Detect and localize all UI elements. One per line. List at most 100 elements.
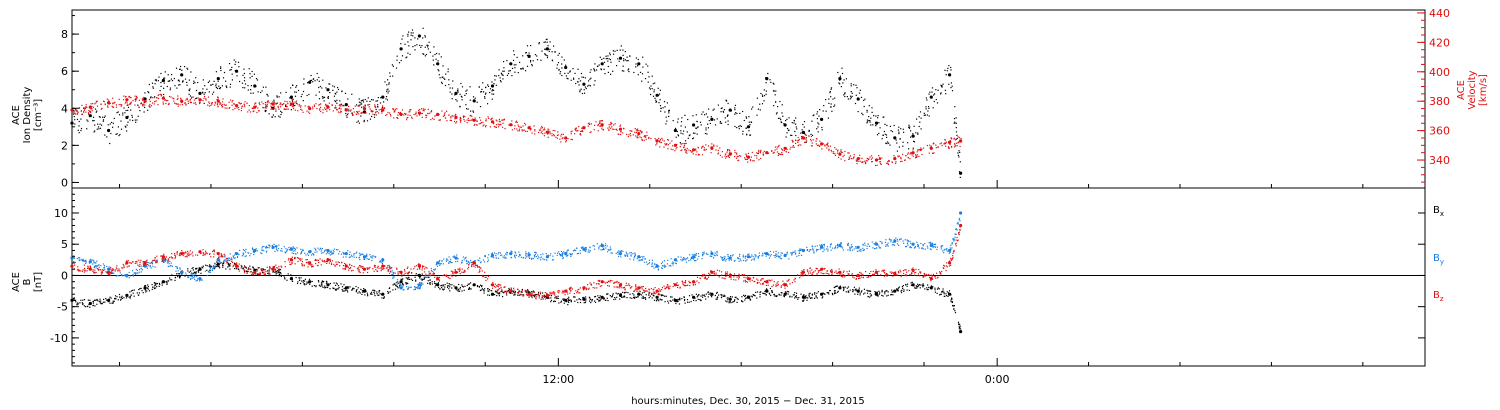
field-by-dot	[261, 253, 263, 255]
velocity-dot	[514, 128, 516, 130]
field-bx-dot	[625, 291, 627, 293]
velocity-dot	[601, 126, 603, 128]
density-dot	[850, 91, 852, 93]
velocity-dot	[866, 157, 868, 159]
density-dot	[388, 83, 390, 85]
density-dot	[660, 110, 662, 112]
field-by-dot	[248, 252, 250, 254]
density-dot	[335, 93, 337, 95]
velocity-dot	[581, 129, 583, 132]
density-dot	[795, 134, 797, 137]
density-dot	[310, 74, 312, 77]
field-bx-dot	[498, 293, 500, 295]
field-bx-dot	[595, 301, 597, 303]
density-dot	[155, 79, 157, 81]
field-bx-dot	[619, 294, 622, 296]
field-bx-dot	[508, 287, 510, 290]
field-by-dot	[638, 260, 640, 262]
velocity-dot	[437, 114, 439, 116]
field-by-dot	[164, 260, 166, 263]
density-dot	[526, 45, 529, 47]
density-dot	[193, 80, 195, 82]
density-dot	[713, 119, 716, 121]
field-bx-dot	[444, 284, 446, 286]
velocity-dot	[81, 104, 83, 106]
field-bx-dot	[814, 293, 816, 295]
field-bx-dot	[161, 282, 163, 284]
velocity-dot	[844, 150, 846, 153]
velocity-dot	[557, 134, 559, 136]
field-by-dot	[448, 261, 450, 263]
density-dot	[780, 119, 782, 121]
field-bx-dot	[187, 270, 189, 272]
density-dot	[244, 87, 246, 89]
density-dot	[847, 98, 849, 100]
field-by-dot	[176, 266, 178, 268]
field-by-dot	[443, 258, 445, 260]
field-by-dot	[515, 254, 517, 256]
field-by-dot	[321, 248, 323, 250]
field-bx-dot	[754, 295, 756, 297]
field-by-dot	[215, 265, 217, 267]
field-bx-dot	[673, 298, 675, 300]
density-dot	[851, 92, 853, 94]
field-bx-dot	[275, 271, 277, 273]
field-by-dot	[185, 272, 187, 274]
field-by-dot	[468, 262, 471, 264]
field-by-dot	[361, 253, 363, 255]
density-dot	[777, 117, 780, 119]
field-bx-dot	[808, 293, 810, 295]
field-by-dot	[413, 286, 416, 288]
density-dot	[308, 93, 310, 96]
density-dot	[779, 100, 781, 103]
velocity-dot	[529, 125, 531, 128]
velocity-dot	[684, 148, 687, 150]
density-dot	[536, 59, 539, 61]
field-bx-dot	[752, 294, 754, 296]
density-dot	[657, 87, 659, 89]
velocity-dot	[738, 159, 740, 161]
velocity-dot	[363, 105, 365, 107]
velocity-dot	[225, 104, 227, 106]
field-bx-dot	[153, 286, 155, 288]
density-dot	[644, 78, 647, 80]
velocity-dot	[688, 149, 690, 151]
field-bx-dot	[220, 262, 222, 264]
velocity-dot	[696, 151, 698, 153]
field-by-dot	[168, 265, 170, 267]
density-dot	[122, 114, 124, 116]
velocity-dot	[516, 128, 518, 130]
field-by-dot	[78, 257, 80, 259]
field-by-dot	[371, 259, 373, 262]
velocity-dot	[750, 156, 752, 158]
density-dot	[781, 104, 783, 106]
density-point	[582, 82, 586, 86]
density-dot	[945, 74, 947, 76]
density-dot	[467, 108, 469, 110]
field-bx-dot	[451, 287, 453, 289]
velocity-dot	[541, 125, 543, 128]
density-dot	[544, 53, 546, 55]
density-dot	[307, 82, 309, 84]
density-dot	[614, 50, 616, 52]
density-dot	[526, 54, 528, 56]
velocity-dot	[488, 117, 490, 119]
density-dot	[347, 98, 349, 100]
velocity-dot	[894, 156, 896, 158]
density-dot	[302, 100, 304, 102]
velocity-dot	[76, 112, 79, 114]
density-dot	[481, 88, 483, 90]
density-dot	[109, 142, 111, 145]
field-by-dot	[505, 253, 507, 255]
field-bx-dot	[419, 275, 421, 277]
field-bx-dot	[431, 283, 433, 285]
density-dot	[541, 50, 543, 52]
density-dot	[83, 111, 85, 113]
field-bx-dot	[369, 293, 372, 295]
density-dot	[163, 87, 165, 89]
velocity-dot	[762, 154, 764, 156]
density-dot	[225, 85, 227, 87]
density-dot	[96, 128, 98, 130]
field-by-dot	[427, 275, 429, 277]
velocity-dot	[826, 143, 828, 145]
